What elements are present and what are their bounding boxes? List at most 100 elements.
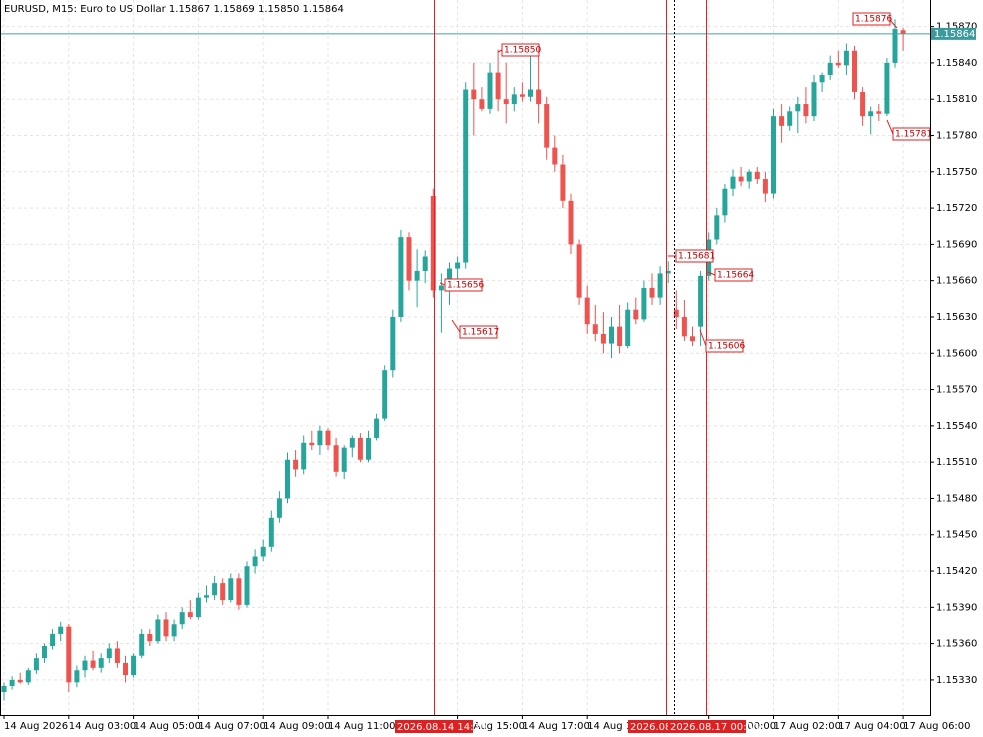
candle-body	[835, 62, 841, 66]
candle-body	[463, 89, 469, 263]
candle-body	[82, 660, 88, 671]
candle-body	[649, 287, 655, 298]
candle-body	[244, 566, 250, 605]
candle-body	[147, 633, 153, 642]
x-tick-label: 17 Aug 02:00	[774, 721, 841, 732]
candle-body	[276, 498, 282, 518]
candle-body	[852, 50, 857, 92]
candle-body	[536, 89, 542, 105]
y-tick-label: 1.15540	[936, 421, 977, 432]
candle-body	[406, 237, 412, 281]
time-marker-box	[668, 720, 746, 733]
candle-body	[236, 578, 242, 605]
candle-body	[657, 273, 663, 298]
candle-body	[252, 556, 258, 567]
candle-body	[690, 336, 695, 342]
price-marker-label: 1.15850	[504, 46, 541, 56]
candle-body	[139, 633, 145, 656]
candle-body	[422, 256, 428, 271]
candle-body	[285, 459, 290, 499]
x-tick-label: 14 Aug 17:00	[522, 721, 589, 732]
candle-body	[576, 244, 582, 298]
candle-body	[868, 111, 874, 117]
candle-body	[503, 99, 509, 105]
candle-body	[479, 99, 485, 109]
price-marker-label: 1.15656	[447, 281, 484, 291]
candle-body	[495, 72, 501, 100]
y-tick-label: 1.15630	[936, 312, 977, 323]
price-marker-label: 1.15876	[855, 15, 892, 25]
x-tick-label: 17 Aug 06:00	[903, 721, 970, 732]
candle-body	[762, 179, 768, 194]
candle-body	[600, 333, 606, 344]
candle-body	[447, 268, 452, 286]
x-tick-label: 14 Aug 05:00	[134, 721, 201, 732]
time-marker-box	[395, 720, 473, 733]
candle-body	[811, 82, 817, 117]
candle-body	[511, 94, 517, 105]
y-tick-label: 1.15600	[936, 348, 977, 359]
candle-body	[58, 626, 64, 634]
x-tick-label: 14 Aug 2026	[4, 721, 68, 732]
candle-body	[860, 91, 866, 117]
candle-body	[212, 583, 218, 596]
candle-body	[98, 658, 104, 668]
x-tick-label: 14 Aug 07:00	[198, 721, 265, 732]
price-marker-label: 1.15681	[678, 252, 715, 262]
candle-body	[90, 660, 96, 668]
candle-body	[17, 679, 23, 683]
x-tick-label: 17 Aug 04:00	[838, 721, 905, 732]
candle-body	[228, 578, 234, 601]
candle-body	[123, 662, 128, 676]
candle-body	[374, 418, 380, 438]
price-marker-connector	[451, 319, 461, 333]
last-price-box	[931, 27, 976, 40]
candle-body	[66, 626, 72, 683]
candle-body	[333, 445, 339, 472]
candle-body	[779, 116, 785, 126]
candle-body	[698, 275, 704, 327]
candle-body	[398, 237, 404, 317]
price-marker-box	[501, 43, 540, 57]
price-marker-box	[852, 12, 891, 26]
candle-body	[260, 546, 266, 557]
price-marker-label: 1.15664	[717, 271, 754, 281]
axes: 1.15330 1.15360 1.15390 1.15420 1.15450 1.154…	[3, 22, 977, 733]
y-tick-label: 1.15840	[936, 58, 977, 69]
candle-body	[195, 597, 201, 618]
candle-body	[187, 612, 193, 618]
candle-body	[754, 171, 760, 180]
candle-body	[382, 370, 388, 419]
candle-body	[25, 670, 31, 683]
candle-body	[455, 262, 461, 269]
candle-body	[171, 624, 177, 637]
candles	[1, 19, 906, 701]
candle-body	[74, 670, 80, 683]
candle-body	[528, 89, 533, 97]
candle-body	[803, 104, 809, 117]
candle-body	[366, 437, 371, 460]
candle-body	[819, 75, 825, 83]
y-tick-label: 1.15690	[936, 239, 977, 250]
candle-body	[438, 285, 444, 291]
y-tick-label: 1.15480	[936, 493, 977, 504]
candle-body	[390, 316, 396, 371]
candle-body	[787, 111, 793, 126]
price-marker-connector	[886, 119, 894, 135]
price-marker-box	[705, 339, 744, 353]
candle-body	[1, 685, 7, 693]
candle-body	[681, 316, 687, 337]
candle-body	[592, 324, 598, 334]
candle-body	[341, 447, 347, 472]
candle-body	[293, 459, 299, 470]
candle-body	[163, 619, 169, 637]
y-tick-label: 1.15360	[936, 639, 977, 650]
candle-body	[414, 270, 420, 281]
candle-body	[552, 147, 558, 165]
candle-body	[33, 658, 39, 671]
candle-body	[179, 612, 185, 625]
candle-body	[746, 171, 752, 182]
candle-body	[641, 287, 647, 320]
